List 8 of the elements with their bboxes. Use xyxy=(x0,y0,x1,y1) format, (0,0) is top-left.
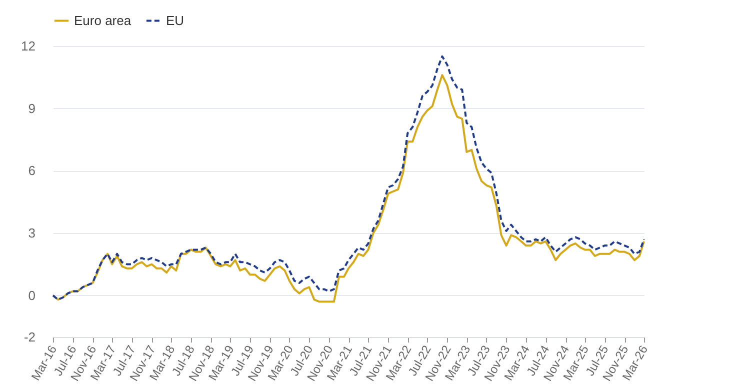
y-tick-label: 9 xyxy=(28,100,36,116)
legend-label: Euro area xyxy=(74,12,132,28)
y-tick-label: 12 xyxy=(21,38,36,54)
y-tick-label: -2 xyxy=(24,330,36,344)
y-tick-label: 6 xyxy=(28,163,36,178)
legend-label: EU xyxy=(166,12,184,28)
y-tick-label: 3 xyxy=(28,226,36,241)
y-tick-label: 0 xyxy=(28,288,36,303)
